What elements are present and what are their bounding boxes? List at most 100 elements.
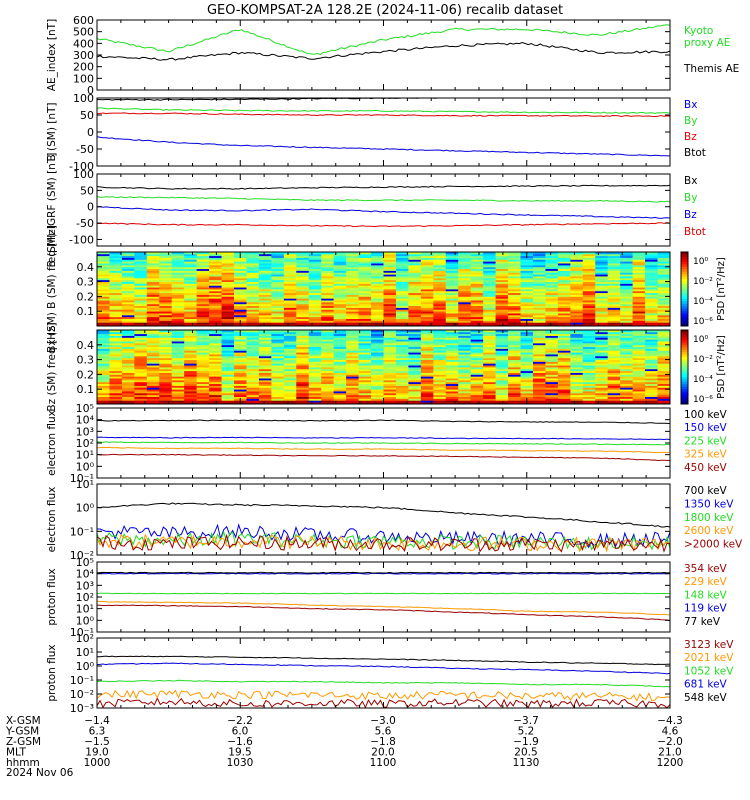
- spectrogram-cell: [582, 324, 596, 327]
- spectrogram-cell: [271, 363, 285, 366]
- spectrogram-cell: [433, 398, 447, 401]
- spectrogram-cell: [271, 339, 285, 342]
- spectrogram-cell: [296, 311, 310, 314]
- spectrogram-cell: [620, 301, 634, 305]
- spectrogram-cell: [221, 370, 235, 373]
- spectrogram-cell: [308, 279, 322, 282]
- spectrogram-cell: [645, 281, 658, 284]
- spectrogram-cell: [258, 307, 272, 310]
- spectrogram-cell: [532, 277, 546, 281]
- spectrogram-cell: [657, 320, 671, 323]
- spectrogram-cell: [395, 374, 409, 377]
- spectrogram-cell: [221, 387, 235, 390]
- spectrogram-cell: [333, 389, 347, 392]
- spectrogram-cell: [620, 365, 634, 368]
- spectrogram-cell: [433, 289, 447, 292]
- spectrogram-cell: [420, 281, 434, 284]
- spectrogram-cell: [121, 289, 135, 292]
- spectrogram-cell: [109, 355, 123, 359]
- spectrogram-cell: [383, 309, 397, 312]
- spectrogram-cell: [97, 314, 110, 318]
- spectrogram-cell: [495, 357, 509, 360]
- spectrogram-cell: [458, 316, 472, 319]
- spectrogram-cell: [184, 376, 198, 379]
- legend-label: 1052 keV: [684, 665, 734, 677]
- spectrogram-cell: [358, 398, 372, 401]
- spectrogram-cell: [470, 391, 484, 394]
- spectrogram-cell: [271, 389, 285, 392]
- spectrogram-cell: [495, 344, 509, 348]
- spectrogram-cell: [395, 355, 409, 359]
- spectrogram-cell: [271, 259, 285, 262]
- spectrogram-cell: [296, 355, 310, 359]
- spectrogram-cell: [632, 266, 646, 270]
- spectrogram-cell: [557, 290, 571, 294]
- spectrogram-cell: [121, 257, 135, 260]
- spectrogram-cell: [495, 398, 509, 401]
- spectrogram-cell: [159, 276, 173, 279]
- colorbar-segment: [681, 296, 688, 300]
- spectrogram-cell: [134, 400, 148, 403]
- spectrogram-cell: [420, 314, 434, 318]
- spectrogram-cell: [420, 352, 434, 355]
- spectrogram-cell: [458, 400, 472, 403]
- spectrogram-cell: [97, 331, 110, 335]
- spectrogram-cell: [209, 318, 222, 321]
- spectrogram-cell: [445, 370, 459, 373]
- spectrogram-cell: [109, 303, 123, 307]
- spectrogram-cell: [632, 379, 646, 383]
- spectrogram-cell: [134, 285, 148, 288]
- spectrogram-cell: [209, 274, 222, 277]
- spectrogram-cell: [395, 357, 409, 360]
- spectrogram-cell: [159, 324, 173, 327]
- spectrogram-cell: [470, 320, 484, 323]
- spectrogram-cell: [545, 313, 559, 316]
- spectrogram-cell: [346, 348, 359, 351]
- spectrogram-cell: [632, 290, 646, 294]
- spectrogram-cell: [532, 385, 546, 388]
- spectrogram-cell: [246, 324, 260, 327]
- spectrogram-cell: [308, 309, 322, 312]
- spectrogram-cell: [657, 394, 671, 397]
- spectrogram-cell: [383, 261, 397, 264]
- spectrogram-cell: [582, 385, 596, 388]
- spectrogram-cell: [532, 324, 546, 327]
- spectrogram-cell: [346, 298, 359, 301]
- spectrogram-cell: [258, 348, 272, 351]
- spectrogram-cell: [483, 266, 497, 270]
- spectrogram-cell: [209, 301, 222, 305]
- series-line: [96, 436, 671, 441]
- spectrogram-cell: [433, 292, 447, 295]
- spectrogram-cell: [408, 316, 422, 319]
- spectrogram-cell: [234, 339, 247, 342]
- spectrogram-cell: [532, 270, 546, 273]
- spectrogram-cell: [557, 300, 571, 303]
- spectrogram-cell: [246, 368, 260, 372]
- spectrogram-cell: [308, 274, 322, 277]
- spectrogram-cell: [657, 287, 671, 290]
- spectrogram-cell: [196, 361, 210, 364]
- spectrogram-cell: [283, 383, 297, 386]
- spectrogram-cell: [171, 365, 185, 368]
- spectrogram-cell: [308, 389, 322, 392]
- spectrogram-cell: [545, 264, 559, 268]
- spectrogram-cell: [645, 376, 658, 379]
- spectrogram-cell: [146, 261, 160, 264]
- spectrogram-cell: [645, 354, 658, 357]
- spectrogram-cell: [520, 342, 534, 346]
- spectrogram-cell: [620, 363, 634, 366]
- spectrogram-cell: [333, 301, 347, 305]
- spectrogram-cell: [258, 255, 272, 258]
- spectrogram-cell: [582, 363, 596, 366]
- spectrogram-cell: [171, 320, 185, 323]
- spectrogram-cell: [146, 372, 160, 375]
- spectrogram-cell: [383, 263, 397, 266]
- spectrogram-cell: [134, 281, 148, 284]
- legend-label: 225 keV: [684, 435, 728, 447]
- spectrogram-cell: [184, 263, 198, 266]
- colorbar-tick-label: 10⁻⁴: [693, 297, 713, 307]
- spectrogram-cell: [470, 363, 484, 366]
- spectrogram-cell: [209, 324, 222, 327]
- ephemeris-value: −1.4: [84, 715, 110, 727]
- spectrogram-cell: [508, 296, 521, 299]
